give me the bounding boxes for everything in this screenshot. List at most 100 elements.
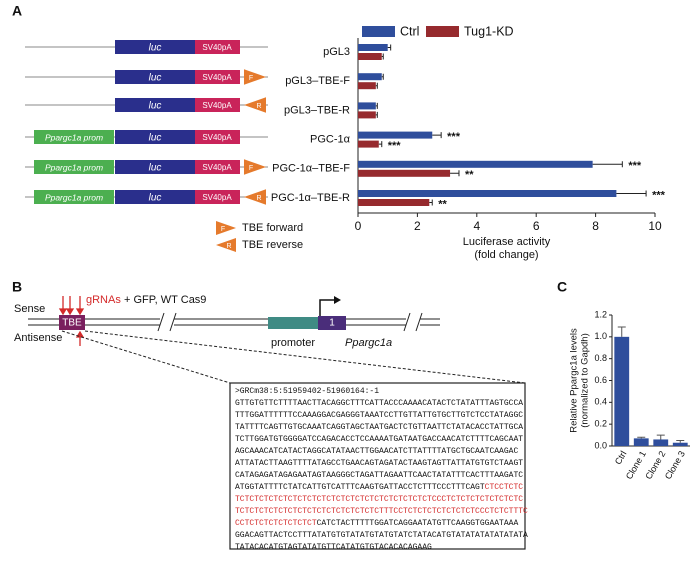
sequence-line: ATGGTATTTTCTATCATTGTCATTTCAAGTGATTACCTCT…: [235, 483, 523, 492]
luc-label: luc: [149, 43, 162, 54]
error-bar: [432, 132, 442, 139]
sequence-segment: CATCTACTTTTTGGATCAGGAATATGTTCAAGGTGGAATA…: [317, 519, 519, 528]
gene-label: Ppargc1a: [345, 337, 392, 349]
bar: [358, 111, 376, 119]
tbe-legend-symbol: R: [226, 243, 231, 250]
x-tick-label: 0: [355, 219, 362, 233]
significance: **: [438, 198, 447, 210]
sequence-line: AGCAAACATCATACTAGGCATATAACTTGGAACATCTTAT…: [235, 447, 518, 456]
x-axis-label: (fold change): [474, 249, 538, 261]
promoter-box: [34, 130, 114, 144]
error-bar: [375, 111, 378, 118]
break-mark: [157, 312, 165, 332]
luc-label: luc: [149, 193, 162, 204]
polya-label: SV40pA: [202, 73, 232, 82]
sequence-line: TATACACATGTAGTATATGTTCATATGTGTACACACAGAA…: [235, 543, 432, 552]
luc-label: luc: [149, 133, 162, 144]
antisense-label: Antisense: [14, 332, 62, 344]
promoter-label: Ppargc1a prom: [45, 192, 103, 202]
promoter-box: [34, 160, 114, 174]
sequence-box: [229, 382, 526, 550]
legend-swatch: [426, 26, 459, 37]
sequence-line: TCTCTCTCTCTCTCTCTCTCTCTCTCTCTCTCTCTCTCTC…: [235, 495, 523, 504]
tbe-symbol: F: [249, 75, 253, 82]
x-tick-label: 2: [414, 219, 421, 233]
panel-label: B: [12, 279, 22, 295]
bar: [358, 199, 430, 206]
bar: [358, 102, 376, 110]
error-bar: [450, 170, 460, 177]
y-tick-label: 0.8: [594, 353, 607, 363]
tbe-symbol: F: [249, 165, 253, 172]
luc-box: [115, 160, 195, 174]
zoom-line: [61, 330, 231, 384]
polya-box: [195, 130, 240, 144]
bar: [358, 44, 388, 51]
grna-arrows: [58, 296, 85, 346]
sequence-line: TCTCTCTCTCTCTCTCTCTCTCTCTCTCTCTTTCCTCTCT…: [235, 507, 528, 516]
tbe-symbol: R: [256, 103, 261, 110]
sequence-segment: AGCAAACATCATACTAGGCATATAACTTGGAACATCTTAT…: [235, 447, 518, 456]
tss-arrowhead: [334, 296, 341, 304]
panel-label: A: [12, 3, 22, 19]
bar: [358, 140, 379, 148]
sequence-segment: ATTATACTTAAGTTTTATAGCCTGAACAGTAGATACTAAG…: [235, 459, 523, 468]
tss-arrow: [319, 299, 336, 316]
polya-box: [195, 160, 240, 174]
legend-swatch: [362, 26, 395, 37]
tbe-symbol: R: [256, 195, 261, 202]
error-bar: [676, 440, 685, 443]
polya-box: [195, 70, 240, 84]
tbe-arrow: [244, 189, 266, 205]
y-tick-label: 1.2: [594, 309, 607, 319]
polya-box: [195, 40, 240, 54]
sequence-segment: GTTGTGTTCTTTTAACTTACAGGCTTTCATTACCCAAAAC…: [235, 399, 523, 408]
luc-label: luc: [149, 163, 162, 174]
luc-label: luc: [149, 101, 162, 112]
break-mark: [415, 312, 423, 332]
sequence-segment: TATACACATGTAGTATATGTTCATATGTGTACACACAGAA…: [235, 543, 432, 552]
tbe-arrow: [244, 97, 266, 113]
sequence-segment: TCTTGGATGTGGGGATCCAGACACCTCCAAAATGATAATG…: [235, 435, 523, 444]
category-label: pGL3: [323, 46, 350, 58]
exon-label: 1: [329, 318, 335, 329]
x-tick-label: 10: [648, 219, 662, 233]
bar: [672, 442, 688, 446]
significance: ***: [388, 140, 402, 152]
break: [160, 314, 174, 330]
category-label: PGC-1α: [310, 134, 351, 146]
bar: [358, 73, 382, 81]
x-axis-label: Luciferase activity: [463, 236, 551, 248]
break-mark: [403, 312, 411, 332]
bar: [358, 131, 433, 139]
tbe-legend-label: TBE reverse: [242, 239, 303, 251]
category-label: pGL3–TBE-F: [285, 75, 350, 87]
bar: [358, 53, 382, 60]
sequence-segment: ATGGTATTTTCTATCATTGTCATTTCAAGTGATTACCTCT…: [235, 483, 485, 492]
error-bar: [656, 434, 665, 440]
polya-label: SV40pA: [202, 101, 232, 110]
category-label: PGC-1α–TBE-F: [272, 163, 350, 175]
polya-box: [195, 98, 240, 112]
tbe-box: [59, 315, 85, 330]
bar: [358, 169, 451, 177]
zoom-line: [84, 330, 526, 384]
error-bar: [381, 73, 384, 80]
sequence-segment: GGACAGTTACTCCTTTATATGTGTATATGTATGTATCTAT…: [235, 531, 528, 540]
sequence-line: TTTGGATTTTTTCCAAAGGACGAGGGTAAATCCTTGTTAT…: [235, 411, 523, 420]
significance: **: [465, 169, 474, 181]
y-axis-label: (normalized to Gapdh): [580, 333, 591, 428]
tbe-label: TBE: [62, 318, 82, 329]
sequence-line: ATTATACTTAAGTTTTATAGCCTGAACAGTAGATACTAAG…: [235, 459, 523, 468]
tbe-legend-arrow: [216, 238, 236, 252]
error-bar: [637, 436, 646, 439]
tbe-legend-arrow: [216, 221, 236, 235]
break: [406, 314, 420, 330]
promoter-box: [268, 317, 318, 329]
bar: [614, 336, 630, 446]
sequence-line: GTTGTGTTCTTTTAACTTACAGGCTTTCATTACCCAAAAC…: [235, 399, 523, 408]
x-tick-label: 4: [473, 219, 480, 233]
bar: [358, 190, 617, 197]
sequence-line: TCTTGGATGTGGGGATCCAGACACCTCCAAAATGATAATG…: [235, 435, 523, 444]
y-tick-label: 0.6: [594, 375, 607, 385]
